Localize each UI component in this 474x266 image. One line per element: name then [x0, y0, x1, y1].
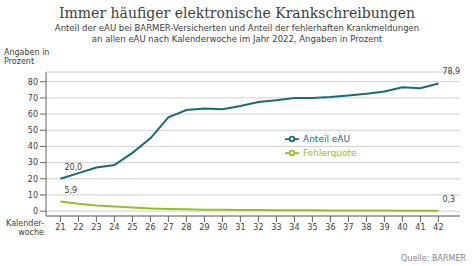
svg-text:24: 24 [109, 223, 119, 232]
svg-text:23: 23 [91, 223, 101, 232]
svg-text:30: 30 [217, 223, 227, 232]
svg-text:60: 60 [28, 110, 38, 119]
svg-text:20,0: 20,0 [64, 163, 82, 172]
html-text:Kalender- woche: Kalender- woche [6, 219, 44, 237]
html-text:Quelle: BARMER: Quelle: BARMER [401, 254, 466, 263]
svg-text:42: 42 [433, 223, 443, 232]
html-text:Fehlerquote: Fehlerquote [303, 147, 357, 158]
svg-text:31: 31 [235, 223, 245, 232]
svg-text:10: 10 [28, 191, 38, 200]
svg-text:25: 25 [127, 223, 137, 232]
svg-text:36: 36 [325, 223, 335, 232]
svg-text:80: 80 [28, 78, 38, 87]
svg-text:35: 35 [307, 223, 317, 232]
svg-text:30: 30 [28, 158, 38, 167]
svg-text:37: 37 [343, 223, 353, 232]
svg-text:41: 41 [415, 223, 425, 232]
svg-text:50: 50 [28, 126, 38, 135]
svg-text:22: 22 [73, 223, 83, 232]
svg-text:26: 26 [145, 223, 155, 232]
svg-text:28: 28 [181, 223, 191, 232]
svg-text:32: 32 [253, 223, 263, 232]
svg-text:34: 34 [289, 223, 299, 232]
svg-text:0,3: 0,3 [442, 195, 455, 204]
svg-text:21: 21 [55, 223, 65, 232]
svg-text:27: 27 [163, 223, 173, 232]
svg-text:40: 40 [28, 142, 38, 151]
html-text:Immer häufiger elektronische K: Immer häufiger elektronische Krankschrei… [59, 5, 415, 21]
svg-text:40: 40 [397, 223, 407, 232]
svg-text:0: 0 [33, 207, 38, 216]
svg-text:38: 38 [361, 223, 371, 232]
html-text:Anteil eAU: Anteil eAU [303, 133, 351, 144]
svg-text:33: 33 [271, 223, 281, 232]
html-text:Angaben in Prozent: Angaben in Prozent [4, 48, 50, 66]
html-text:Anteil der eAU bei BARMER-Vers: Anteil der eAU bei BARMER-Versicherten u… [54, 23, 420, 44]
svg-text:70: 70 [28, 94, 38, 103]
svg-text:39: 39 [379, 223, 389, 232]
svg-text:78,9: 78,9 [442, 67, 460, 76]
svg-text:20: 20 [28, 175, 38, 184]
svg-text:5,9: 5,9 [64, 186, 77, 195]
svg-text:29: 29 [199, 223, 209, 232]
